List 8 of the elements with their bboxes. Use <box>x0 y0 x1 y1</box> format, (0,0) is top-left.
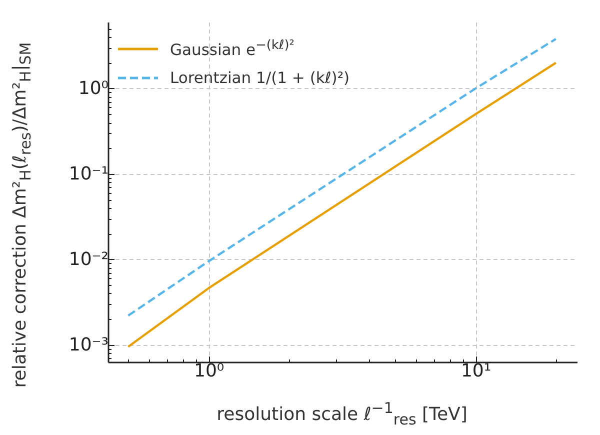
y-tick-label: 10⁻² <box>68 248 108 270</box>
y-tick-label: 10⁻³ <box>68 334 108 356</box>
x-axis-title: resolution scale ℓ$^{−1}$$_{res}$ [TeV] <box>216 399 468 429</box>
legend-label: Lorentzian 1/(1 + (kℓ)²) <box>170 68 350 86</box>
y-tick-label: 10⁰ <box>78 78 108 99</box>
legend-label: Gaussian e$^{−(kℓ)²}$ <box>170 38 294 60</box>
x-tick-label: 10¹ <box>460 360 492 382</box>
y-tick-label: 10⁻¹ <box>68 163 108 184</box>
